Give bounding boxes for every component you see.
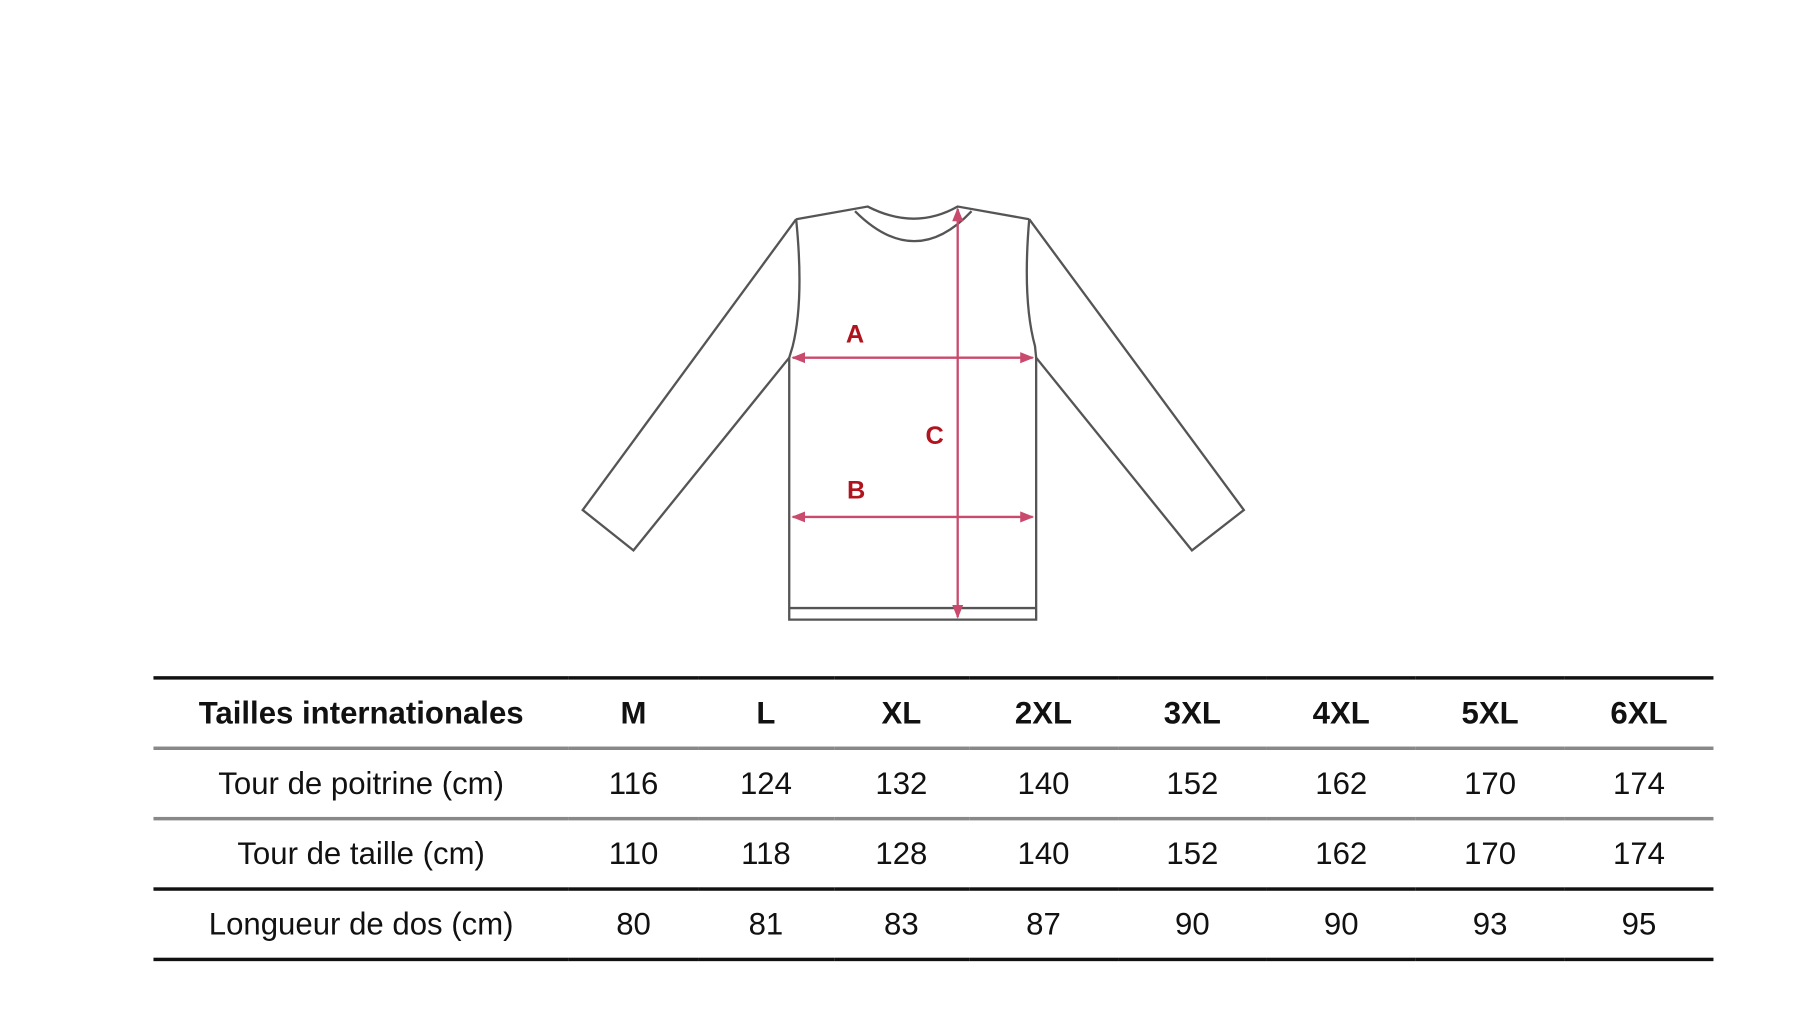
table-cell: 174 [1613, 835, 1666, 871]
table-cell: 95 [1621, 906, 1657, 941]
table-cell: 128 [875, 835, 928, 871]
table-row: Longueur de dos (cm) 80 81 83 87 90 90 93 95 [153, 889, 1714, 960]
shirt-outline [581, 205, 1246, 621]
column-header: 2XL [1014, 695, 1073, 730]
table-cell: 118 [741, 835, 791, 871]
shirt-diagram: A C B [581, 205, 1246, 621]
table-cell: 170 [1464, 765, 1517, 801]
table-cell: 87 [1026, 906, 1061, 941]
size-table: Tailles internationales M L XL 2XL 3XL 4XL 5XL 6… [153, 676, 1714, 961]
label-b: B [847, 476, 865, 504]
column-header: Tailles internationales [198, 695, 524, 730]
column-header: M [620, 695, 647, 730]
row-label: Tour de poitrine (cm) [218, 765, 504, 801]
table-cell: 124 [739, 765, 792, 801]
row-label: Tour de taille (cm) [237, 835, 485, 871]
table-header-row: Tailles internationales M L XL 2XL 3XL 4XL 5XL 6… [153, 677, 1714, 749]
table-cell: 110 [608, 835, 659, 871]
table-cell: 93 [1472, 906, 1508, 941]
table-row: Tour de poitrine (cm) 116 124 132 140 152 162 1… [153, 748, 1714, 819]
table-cell: 116 [608, 765, 659, 801]
table-cell: 170 [1464, 835, 1517, 871]
table-cell: 140 [1017, 765, 1070, 801]
table-cell: 140 [1017, 835, 1070, 871]
table-cell: 83 [884, 906, 919, 941]
column-header: 6XL [1610, 695, 1668, 730]
column-header: XL [881, 695, 922, 730]
table-cell: 90 [1175, 906, 1210, 941]
table-cell: 162 [1315, 835, 1368, 871]
table-row: Tour de taille (cm) 110 118 128 140 152 162 170… [153, 819, 1714, 890]
label-a: A [846, 321, 864, 349]
table-cell: 162 [1315, 765, 1368, 801]
column-header: L [756, 695, 776, 730]
table-cell: 152 [1166, 835, 1219, 871]
column-header: 4XL [1312, 695, 1370, 730]
table-cell: 90 [1323, 906, 1359, 941]
table-cell: 80 [616, 906, 651, 941]
table-cell: 132 [875, 765, 928, 801]
label-c: C [925, 422, 943, 450]
table-cell: 174 [1613, 765, 1666, 801]
column-header: 5XL [1461, 695, 1519, 730]
table-cell: 152 [1166, 765, 1219, 801]
row-label: Longueur de dos (cm) [208, 906, 514, 941]
column-header: 3XL [1163, 695, 1221, 730]
table-cell: 81 [748, 906, 784, 941]
